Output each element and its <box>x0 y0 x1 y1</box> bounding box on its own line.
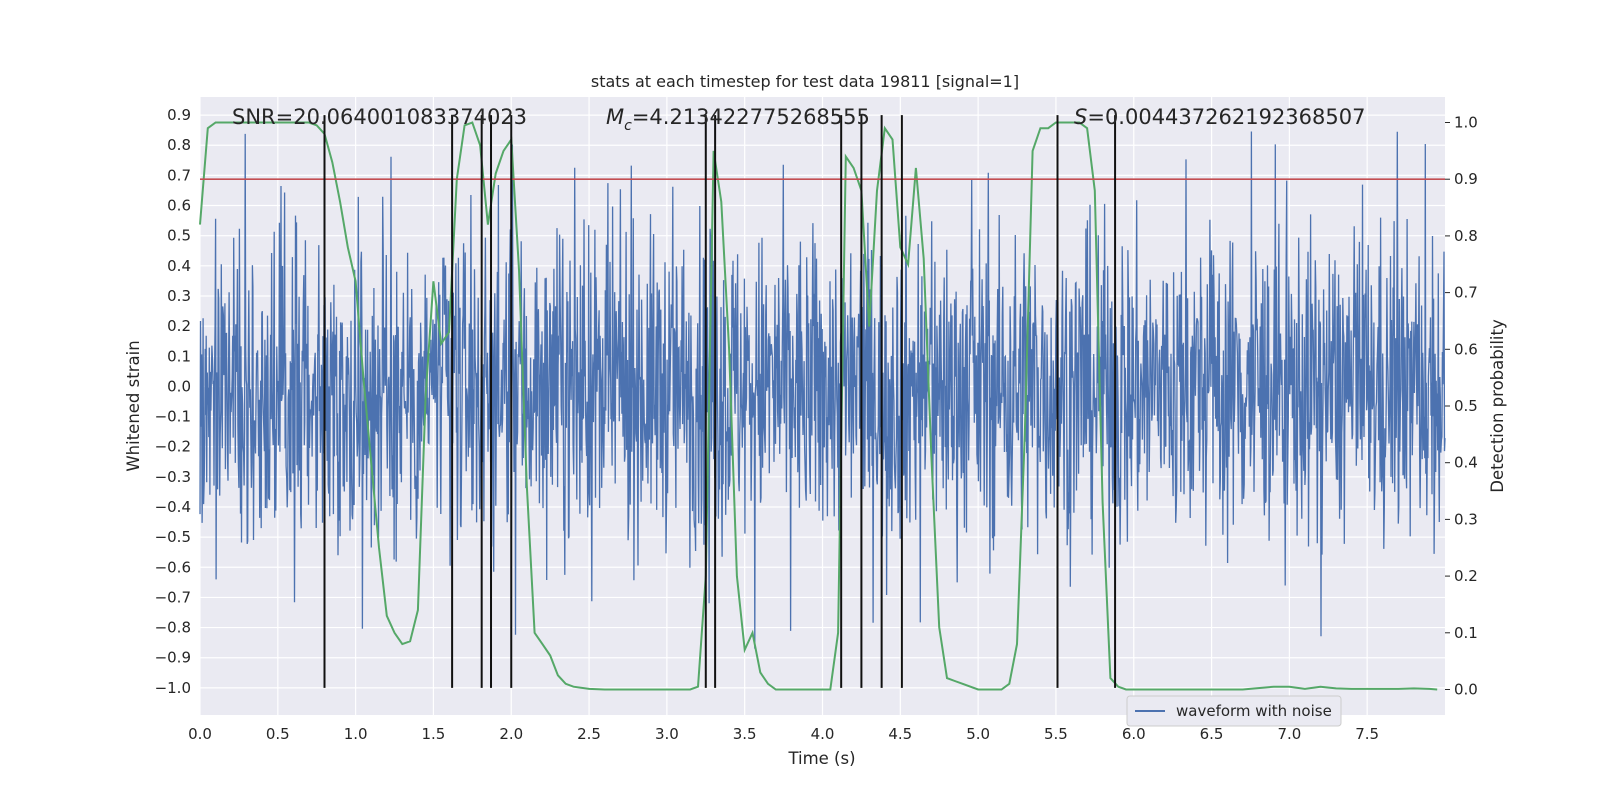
x-tick-label: 3.0 <box>655 725 679 743</box>
x-tick-label: 2.5 <box>577 725 601 743</box>
waveform-line <box>199 131 1446 649</box>
y2-tick-label: 1.0 <box>1454 114 1478 132</box>
waveform-series <box>199 131 1446 649</box>
x-tick-label: 5.5 <box>1044 725 1068 743</box>
x-tick-label: 0.0 <box>188 725 212 743</box>
y2-tick-label: 0.5 <box>1454 397 1478 415</box>
mc-symbol: M <box>606 105 624 129</box>
y2-tick-label: 0.6 <box>1454 340 1478 358</box>
x-tick-label: 2.0 <box>499 725 523 743</box>
y2-tick-label: 0.0 <box>1454 680 1478 698</box>
snr-annotation: SNR=20.064001083374023 <box>232 105 527 129</box>
x-tick-label: 1.0 <box>344 725 368 743</box>
y-tick-label: 0.4 <box>167 257 191 275</box>
x-tick-label: 6.0 <box>1122 725 1146 743</box>
y2-tick-label: 0.9 <box>1454 170 1478 188</box>
legend-label: waveform with noise <box>1176 702 1332 720</box>
y-tick-label: −0.6 <box>155 558 191 576</box>
y-tick-label: −0.3 <box>155 468 191 486</box>
x-axis-label: Time (s) <box>787 749 855 768</box>
y2-tick-label: 0.2 <box>1454 567 1478 585</box>
x-tick-label: 7.5 <box>1355 725 1379 743</box>
chart-title: stats at each timestep for test data 198… <box>591 72 1019 91</box>
detection-probability-series <box>199 121 1445 691</box>
probability-line <box>199 121 1438 691</box>
y2-tick-label: 0.4 <box>1454 454 1478 472</box>
mc-value: =4.213422775268555 <box>632 105 870 129</box>
mc-subscript: c <box>624 118 632 134</box>
y-tick-label: 0.8 <box>167 136 191 154</box>
y-tick-label: 0.0 <box>167 377 191 395</box>
x-tick-label: 3.5 <box>733 725 757 743</box>
y-axis-label: Whitened strain <box>124 340 143 471</box>
legend: waveform with noise <box>1126 695 1342 727</box>
y-tick-label: 0.1 <box>167 347 191 365</box>
x-tick-label: 6.5 <box>1200 725 1224 743</box>
x-tick-label: 0.5 <box>266 725 290 743</box>
y-tick-label: 0.7 <box>167 166 191 184</box>
y2-tick-label: 0.3 <box>1454 510 1478 528</box>
y-tick-label: −1.0 <box>155 679 191 697</box>
vertical-markers <box>323 115 1117 688</box>
y-tick-label: 0.3 <box>167 287 191 305</box>
y2-tick-label: 0.1 <box>1454 624 1478 642</box>
x-tick-label: 4.5 <box>888 725 912 743</box>
s-symbol: S <box>1074 105 1087 129</box>
x-tick-label: 5.0 <box>966 725 990 743</box>
s-value: =0.004437262192368507 <box>1087 105 1365 129</box>
y2-axis-ticks: 1.0 0.9 0.8 0.7 0.6 0.5 0.4 0.3 0.2 0.1 0.0 <box>1445 114 1478 698</box>
y-tick-label: −0.1 <box>155 408 191 426</box>
y-tick-label: 0.6 <box>167 197 191 215</box>
y-tick-label: −0.9 <box>155 649 191 667</box>
y-tick-label: −0.4 <box>155 498 191 516</box>
y-tick-label: 0.2 <box>167 317 191 335</box>
y-tick-label: 0.9 <box>167 106 191 124</box>
y-tick-label: −0.2 <box>155 438 191 456</box>
x-axis-ticks: 0.0 0.5 1.0 1.5 2.0 2.5 3.0 3.5 4.0 4.5 5.0 5.5 6.0 6… <box>188 725 1379 743</box>
snr-prefix: SNR= <box>232 105 293 129</box>
chirp-mass-annotation: Mc=4.213422775268555 <box>606 105 870 134</box>
y-tick-label: 0.5 <box>167 227 191 245</box>
y-axis-ticks: 0.9 0.8 0.7 0.6 0.5 0.4 0.3 0.2 0.1 0.0 −0.1 −0.2 −0… <box>155 106 191 697</box>
y2-tick-label: 0.8 <box>1454 227 1478 245</box>
y2-tick-label: 0.7 <box>1454 284 1478 302</box>
x-tick-label: 4.0 <box>811 725 835 743</box>
snr-value: 20.064001083374023 <box>293 105 527 129</box>
y-tick-label: −0.8 <box>155 619 191 637</box>
y-tick-label: −0.7 <box>155 588 191 606</box>
legend-box <box>1126 695 1342 727</box>
y-tick-label: −0.5 <box>155 528 191 546</box>
s-annotation: S=0.004437262192368507 <box>1074 105 1365 129</box>
x-tick-label: 1.5 <box>422 725 446 743</box>
x-tick-label: 7.0 <box>1277 725 1301 743</box>
y2-axis-label: Detection probability <box>1488 319 1507 493</box>
